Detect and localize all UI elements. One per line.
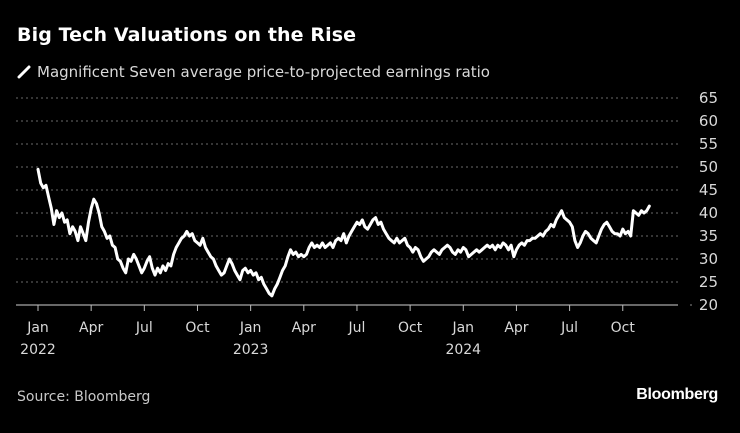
- x-tick-year-label: 2024: [445, 342, 481, 358]
- x-tick-label: Oct: [398, 320, 423, 336]
- y-tick-label: 40: [699, 204, 718, 222]
- line-swatch-icon: [17, 65, 31, 79]
- series-line-magnificent-seven: [36, 167, 651, 298]
- x-tick-label: Jan: [239, 320, 262, 336]
- x-tick-label: Apr: [504, 320, 528, 336]
- y-tick-label: 50: [699, 158, 718, 176]
- x-tick-year-label: 2023: [233, 342, 269, 358]
- x-axis: Jan 2022 Apr Jul Oct Jan 2023 Apr Jul Oct Jan 2024 A…: [16, 304, 692, 358]
- y-tick-label: 60: [699, 112, 718, 130]
- y-tick-label: 55: [699, 135, 718, 153]
- x-tick-label: Apr: [79, 320, 103, 336]
- x-tick-label: Jul: [348, 320, 366, 336]
- y-tick-label: 65: [699, 89, 718, 107]
- x-tick-label: Jul: [560, 320, 578, 336]
- x-tick-label: Jan: [26, 320, 49, 336]
- y-tick-label: 45: [699, 181, 718, 199]
- source-note: Source: Bloomberg: [17, 389, 151, 405]
- chart-title: Big Tech Valuations on the Rise: [17, 24, 357, 46]
- brand-logo: Bloomberg: [636, 386, 718, 403]
- x-tick-label: Oct: [611, 320, 636, 336]
- y-tick-label: 35: [699, 227, 718, 245]
- x-tick-label: Oct: [185, 320, 210, 336]
- legend: Magnificent Seven average price-to-proje…: [17, 63, 490, 81]
- x-tick-label: Apr: [292, 320, 316, 336]
- x-tick-label: Jan: [451, 320, 474, 336]
- x-tick-label: Jul: [135, 320, 153, 336]
- legend-label: Magnificent Seven average price-to-proje…: [37, 63, 490, 81]
- y-tick-label: 30: [699, 250, 718, 268]
- x-tick-year-label: 2022: [20, 342, 56, 358]
- gridlines: [16, 97, 678, 283]
- y-tick-label: 25: [699, 273, 718, 291]
- y-axis-ticks: 20 25 30 35 40 45 50 55 60 65: [699, 89, 718, 314]
- series-group: [36, 167, 651, 298]
- y-tick-label: 20: [699, 296, 718, 314]
